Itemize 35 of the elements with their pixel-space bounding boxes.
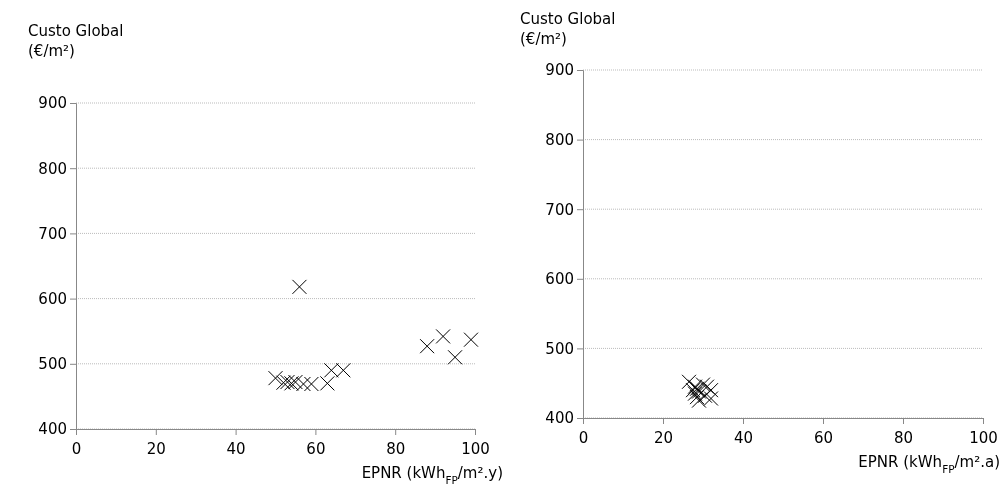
y-tick-label: 500 xyxy=(38,355,67,374)
point xyxy=(419,338,435,354)
y-tick-label: 400 xyxy=(545,409,574,428)
x-tick-label: 80 xyxy=(893,428,914,447)
x-axis-title: EPNR (kWh$_{FP}$/m².y) xyxy=(361,464,503,486)
point xyxy=(463,332,479,348)
y-tick-label: 800 xyxy=(38,159,67,178)
y-tick-label: 800 xyxy=(545,130,574,149)
y-tick-label: 700 xyxy=(38,224,67,243)
point xyxy=(697,388,713,404)
x-tick-label: 0 xyxy=(71,439,82,458)
y-tick-label: 500 xyxy=(545,339,574,358)
y-tick-label: 900 xyxy=(38,94,67,113)
y-axis-title: Custo Global (€/m²) xyxy=(28,22,124,60)
y-tick-label: 600 xyxy=(545,270,574,289)
x-tick-label: 40 xyxy=(226,439,246,458)
y-tick-label: 700 xyxy=(545,200,574,219)
x-tick-label: 60 xyxy=(813,428,834,447)
x-tick-label: 100 xyxy=(969,428,998,447)
x-axis-title: EPNR (kWh$_{FP}$/m².a) xyxy=(858,453,1000,475)
x-tick-label: 20 xyxy=(146,439,166,458)
point xyxy=(447,349,463,365)
y-tick-label: 900 xyxy=(545,61,574,80)
y-axis-title: Custo Global (€/m²) xyxy=(520,10,616,48)
x-tick-label: 80 xyxy=(386,439,406,458)
point xyxy=(268,370,283,386)
y-tick-label: 400 xyxy=(38,420,67,439)
x-tick-label: 100 xyxy=(461,439,490,458)
point xyxy=(435,328,451,344)
point xyxy=(291,279,307,295)
x-tick-label: 60 xyxy=(306,439,326,458)
x-tick-label: 40 xyxy=(733,428,754,447)
y-tick-label: 600 xyxy=(38,289,67,308)
x-tick-label: 20 xyxy=(653,428,674,447)
x-tick-label: 0 xyxy=(578,428,589,447)
